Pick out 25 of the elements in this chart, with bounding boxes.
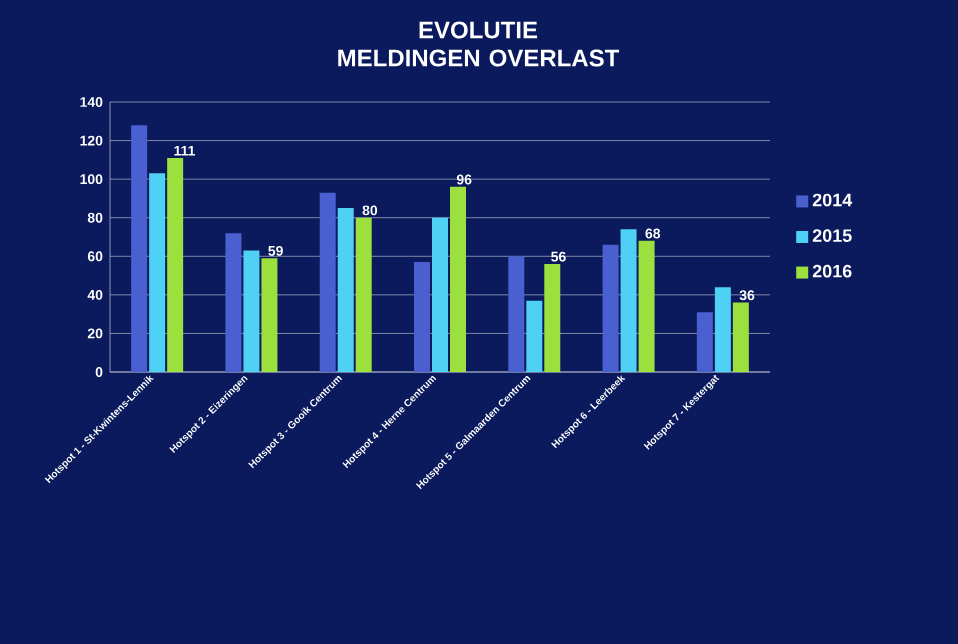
bar — [432, 217, 448, 372]
bar — [714, 287, 731, 372]
bar — [355, 217, 372, 372]
legend-label: 2015 — [812, 229, 852, 242]
bar — [243, 250, 260, 372]
bar — [414, 262, 430, 372]
bar — [732, 302, 749, 372]
legend-label: 2014 — [812, 193, 853, 207]
bar — [450, 186, 466, 372]
bar — [526, 300, 543, 372]
bar — [508, 256, 525, 372]
bar — [149, 173, 166, 372]
bar — [261, 258, 278, 372]
bar — [638, 240, 655, 372]
bar — [602, 244, 619, 372]
bar — [620, 229, 637, 372]
bar — [167, 157, 184, 372]
bar — [696, 312, 713, 372]
legend-label: 2016 — [812, 264, 852, 278]
bar — [544, 264, 561, 372]
chart-title: EVOLUTIE MELDINGEN OVERLAST — [338, 21, 620, 67]
bar — [319, 192, 336, 372]
bar — [225, 233, 242, 372]
bar — [131, 125, 148, 372]
bar — [337, 208, 354, 372]
